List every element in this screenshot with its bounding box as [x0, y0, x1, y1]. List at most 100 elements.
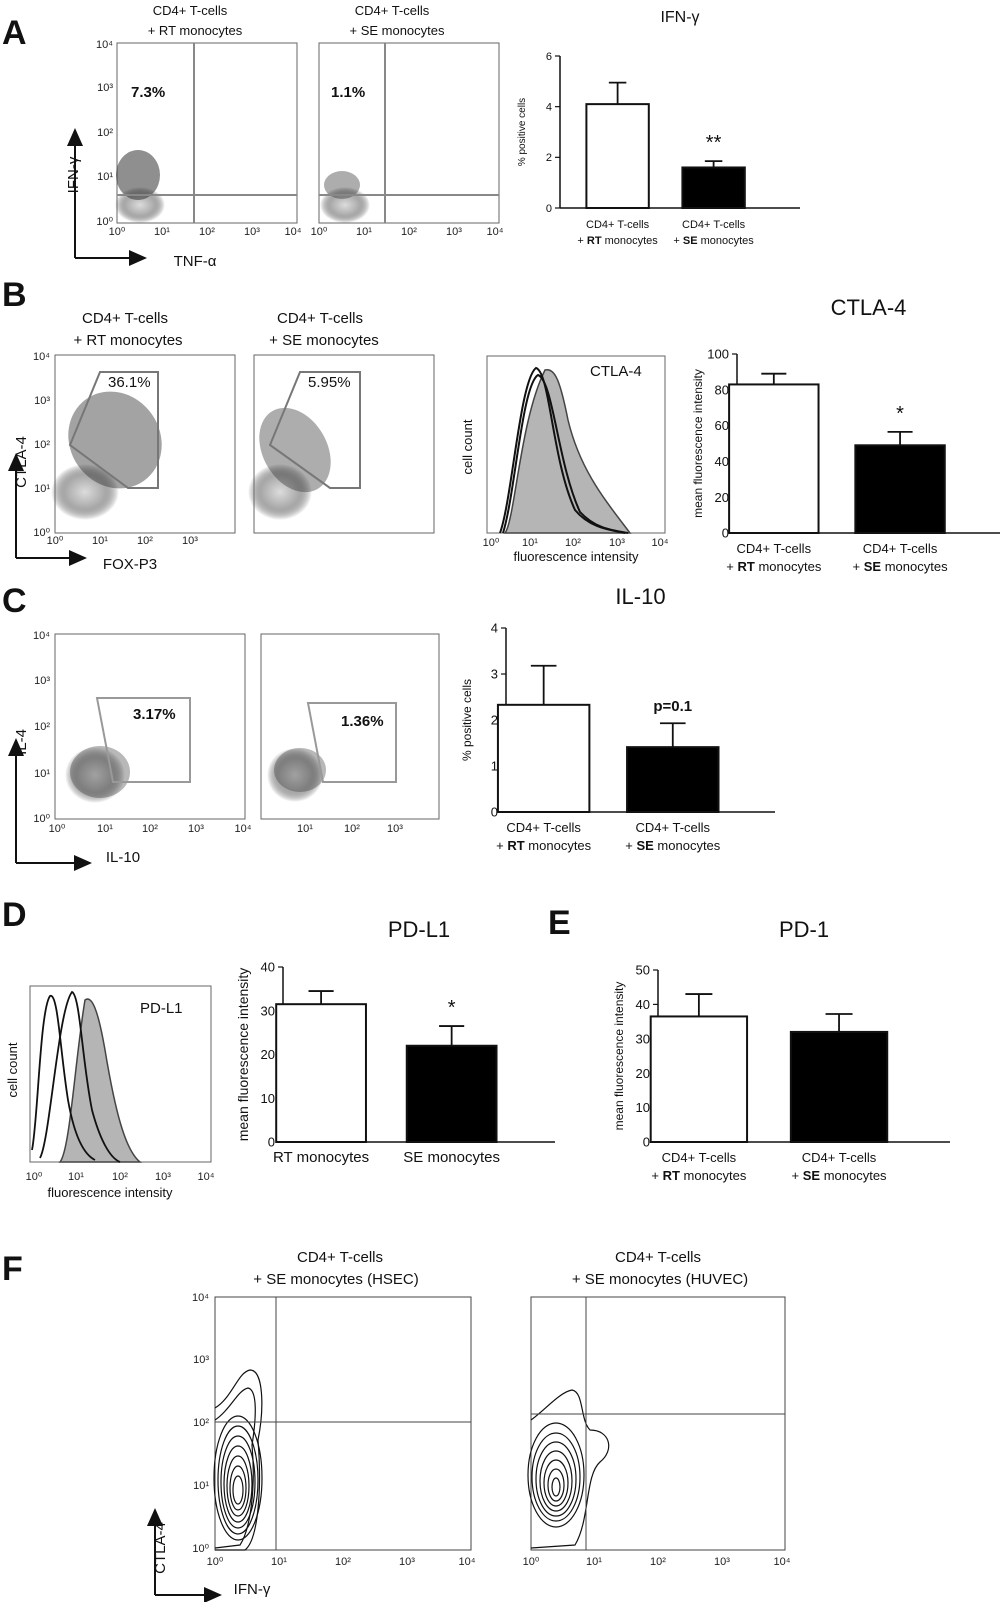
c-xlabel: IL-10: [106, 849, 140, 866]
f-p1-ytick-1: 10¹: [193, 1480, 209, 1492]
b-plot1-frame: [54, 354, 236, 534]
e-bar-ytick-label-4: 40: [636, 997, 650, 1012]
b-p1-ytick-1: 10¹: [34, 483, 50, 495]
a-p1-ytick-2: 10²: [97, 127, 113, 139]
c-p1-xtick-3: 10³: [188, 823, 204, 835]
a-plot2-header-2: + SE monocytes: [349, 23, 445, 38]
a-p2-xtick-2: 10²: [401, 226, 417, 238]
b-bar-ytick-label-2: 40: [715, 454, 729, 469]
d-bar-title: PD-L1: [388, 917, 450, 942]
d-hist-xtick-0: 10⁰: [26, 1171, 43, 1183]
a-p2-xtick-3: 10³: [446, 226, 462, 238]
c-plot1-percent: 3.17%: [133, 706, 176, 723]
e-bar-0-category-line-0: CD4+ T-cells: [662, 1150, 737, 1165]
c-bar-1-category-line-0: CD4+ T-cells: [636, 820, 711, 835]
b-p1-ytick-0: 10⁰: [33, 527, 50, 539]
f-p1-ytick-2: 10²: [193, 1417, 209, 1429]
d-bar-ytick-label-1: 10: [261, 1091, 275, 1106]
d-bar-ytick-label-3: 30: [261, 1003, 275, 1018]
c-bar-ytick-label-1: 1: [491, 759, 498, 774]
d-hist-xtick-1: 10¹: [68, 1171, 84, 1183]
d-hist-xtick-2: 10²: [112, 1171, 128, 1183]
a-plot2-cluster-upper: [324, 171, 360, 199]
c-plot2-percent: 1.36%: [341, 713, 384, 730]
c-p2-xtick-2: 10²: [344, 823, 360, 835]
a-bar-ytick-label-3: 6: [546, 51, 552, 63]
a-p1-ytick-0: 10⁰: [96, 216, 113, 228]
f-p2-xtick-1: 10¹: [586, 1556, 602, 1568]
a-p1-ytick-4: 10⁴: [96, 39, 113, 51]
c-bar-1: [626, 746, 720, 814]
b-bar-1-category-line-0: CD4+ T-cells: [863, 541, 938, 556]
c-plot2-cloud: [274, 748, 326, 792]
b-hist-xlabel: fluorescence intensity: [513, 549, 639, 564]
c-p1-ytick-0: 10⁰: [33, 813, 50, 825]
e-bar-ytick-label-2: 20: [636, 1066, 650, 1081]
b-bar-ytick-label-0: 0: [722, 526, 729, 541]
b-plot1-header-1: CD4+ T-cells: [82, 310, 168, 327]
b-hist-xtick-4: 10⁴: [652, 537, 669, 549]
e-bar-1-category-line-1: + SE monocytes: [792, 1168, 888, 1183]
b-p1-xtick-2: 10²: [137, 535, 153, 547]
f-plot1-frame: [214, 1296, 472, 1551]
a-bar-1: [681, 166, 746, 209]
c-p1-xtick-4: 10⁴: [235, 823, 252, 835]
a-p1-xtick-2: 10²: [199, 226, 215, 238]
d-bar-1-significance: *: [448, 997, 456, 1019]
b-bar-0-category-line-1: + RT monocytes: [726, 559, 822, 574]
a-bar-ylabel: % positive cells: [517, 98, 528, 166]
e-bar-ytick-label-5: 50: [636, 963, 650, 978]
panel-d-histogram: PD-L1 cell count fluorescence intensity …: [5, 985, 215, 1200]
c-plot1-frame: [54, 633, 246, 820]
a-bar-1-category-span-1: SE: [683, 235, 698, 247]
a-bar-1-category-span-0: +: [673, 235, 682, 247]
a-bar-1-category-span-2: monocytes: [698, 235, 755, 247]
a-bar-0-category-line-1: + RT monocytes: [577, 235, 658, 247]
f-ticks: 10⁰ 10¹ 10² 10³ 10⁴ 10⁰ 10¹ 10² 10³ 10⁴ …: [192, 1292, 791, 1568]
c-bar-0-category-line-0: CD4+ T-cells: [506, 820, 581, 835]
b-bar-0-category-span-2: monocytes: [755, 559, 822, 574]
a-plot2-header-1: CD4+ T-cells: [355, 3, 430, 18]
b-plot1-gate: [68, 371, 159, 489]
e-bar-0-category-span-1: RT: [663, 1168, 680, 1183]
e-bar-1-category-span-2: monocytes: [820, 1168, 887, 1183]
e-bar-ylabel: mean fluorescence intensity: [612, 982, 626, 1131]
a-p2-xtick-0: 10⁰: [311, 226, 328, 238]
a-p1-ytick-3: 10³: [97, 82, 113, 94]
panel-label-a: A: [2, 14, 27, 52]
panel-label-f: F: [2, 1250, 23, 1288]
a-bar-1-category-line-0: CD4+ T-cells: [682, 219, 746, 231]
panel-b-flow: CD4+ T-cells + RT monocytes CD4+ T-cells…: [7, 310, 435, 573]
b-bar-title: CTLA-4: [831, 295, 907, 320]
b-plot2-gate: [268, 371, 361, 489]
a-bar-ytick-label-2: 4: [546, 102, 552, 114]
b-bar-1-significance: *: [896, 403, 904, 425]
e-bar-0: [649, 1015, 749, 1143]
a-xlabel: TNF-α: [174, 253, 217, 270]
c-p1-xtick-0: 10⁰: [49, 823, 66, 835]
c-bar-1-category-span-1: SE: [636, 838, 654, 853]
a-bar-1-category-line-1: + SE monocytes: [673, 235, 754, 247]
f-p2-xtick-2: 10²: [650, 1556, 666, 1568]
b-bar-1-category-line-1: + SE monocytes: [853, 559, 949, 574]
b-hist-ylabel: cell count: [460, 419, 475, 474]
b-plot1-header-2: + RT monocytes: [73, 332, 182, 349]
b-p1-xtick-3: 10³: [182, 535, 198, 547]
a-bar-0-category-line-0: CD4+ T-cells: [586, 219, 650, 231]
panel-label-c: C: [2, 582, 27, 620]
a-bar-ytick-label-1: 2: [546, 152, 552, 164]
d-hist-label: PD-L1: [140, 1000, 183, 1017]
f-p1-ytick-0: 10⁰: [192, 1543, 209, 1555]
e-bar-1-category-span-0: +: [792, 1168, 803, 1183]
b-bar-1-category-span-2: monocytes: [881, 559, 948, 574]
a-bar-0: [585, 103, 650, 209]
b-bar-1-category-span-1: SE: [864, 559, 882, 574]
a-plot1-header-2: + RT monocytes: [148, 23, 243, 38]
b-bar-1: [854, 444, 946, 535]
c-plot1-gate: [95, 697, 191, 783]
d-hist-xtick-3: 10³: [155, 1171, 171, 1183]
panel-c-flow: 3.17% 1.36% 10⁰ 10¹ 10² 10³ 10⁴ 10¹ 10² …: [7, 630, 440, 871]
c-plot2-frame: [260, 633, 440, 820]
a-p2-xtick-4: 10⁴: [487, 226, 504, 238]
c-bar-ytick-label-4: 4: [491, 621, 498, 636]
